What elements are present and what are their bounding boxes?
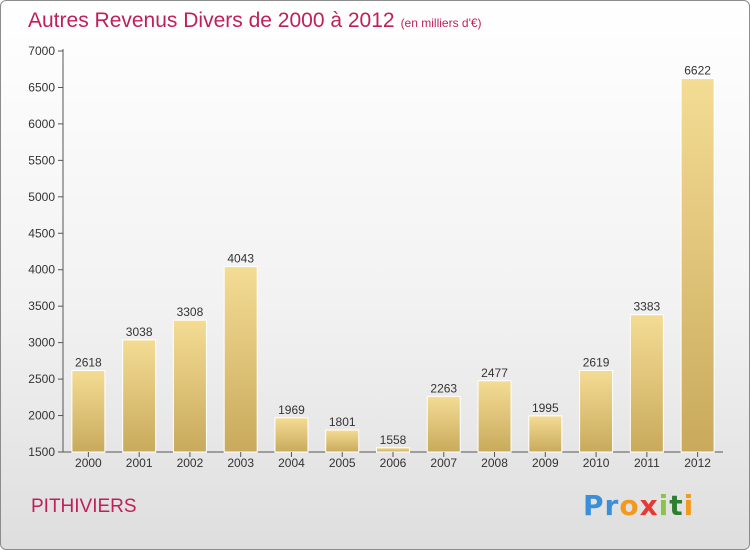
chart-title: Autres Revenus Divers de 2000 à 2012 (en … xyxy=(28,9,482,33)
y-tick-label: 4500 xyxy=(28,226,55,240)
y-tick-label: 3000 xyxy=(28,336,55,350)
x-tick-label: 2003 xyxy=(227,456,254,470)
bar-2002 xyxy=(172,319,207,453)
chart-title-text: Autres Revenus Divers de 2000 à 2012 xyxy=(28,9,395,32)
x-tick-label: 2012 xyxy=(684,456,711,470)
bar-value-label: 4043 xyxy=(227,252,254,266)
x-tick-label: 2004 xyxy=(278,456,305,470)
proxiti-logo: Proxiti xyxy=(583,489,695,522)
bar-2008 xyxy=(477,380,512,453)
x-tick-label: 2010 xyxy=(583,456,610,470)
y-tick-label: 2000 xyxy=(28,409,55,423)
y-tick-label: 4000 xyxy=(28,263,55,277)
bar-value-label: 1801 xyxy=(329,415,356,429)
bar-2011 xyxy=(629,314,664,453)
bar-value-label: 3038 xyxy=(126,325,153,339)
x-tick-label: 2005 xyxy=(329,456,356,470)
bar-value-label: 2618 xyxy=(75,355,102,369)
bar-value-label: 2477 xyxy=(481,366,508,380)
y-tick-label: 2500 xyxy=(28,372,55,386)
y-tick-label: 6500 xyxy=(28,80,55,94)
y-tick-label: 6000 xyxy=(28,117,55,131)
y-tick-label: 7000 xyxy=(28,44,55,58)
x-tick-label: 2007 xyxy=(430,456,457,470)
city-name: PITHIVIERS xyxy=(31,496,137,517)
bar-value-label: 1995 xyxy=(532,401,559,415)
bar-2003 xyxy=(223,266,258,453)
y-tick-label: 3500 xyxy=(28,299,55,313)
bar-2005 xyxy=(325,429,360,453)
x-tick-label: 2011 xyxy=(634,456,660,470)
bar-value-label: 3383 xyxy=(633,300,660,314)
bar-2012 xyxy=(680,78,715,453)
x-tick-label: 2000 xyxy=(75,456,102,470)
x-tick-label: 2006 xyxy=(380,456,407,470)
x-tick-label: 2001 xyxy=(126,456,153,470)
x-tick-label: 2009 xyxy=(532,456,559,470)
x-tick-label: 2008 xyxy=(481,456,508,470)
bar-value-label: 1558 xyxy=(380,433,407,447)
bar-2004 xyxy=(274,417,309,453)
bar-2007 xyxy=(426,395,461,453)
bar-2009 xyxy=(528,415,563,453)
bar-value-label: 6622 xyxy=(684,64,711,78)
y-tick-label: 5500 xyxy=(28,153,55,167)
bar-2010 xyxy=(579,369,614,453)
bar-2000 xyxy=(71,369,106,453)
bar-value-label: 2619 xyxy=(583,355,610,369)
y-tick-label: 1500 xyxy=(28,445,55,459)
x-tick-label: 2002 xyxy=(177,456,204,470)
y-tick-label: 5000 xyxy=(28,190,55,204)
bar-2001 xyxy=(122,339,157,453)
bar-value-label: 2263 xyxy=(430,381,457,395)
bar-value-label: 1969 xyxy=(278,403,305,417)
bar-value-label: 3308 xyxy=(177,305,204,319)
bar-2006 xyxy=(376,447,410,453)
chart-unit: (en milliers d'€) xyxy=(400,16,482,30)
